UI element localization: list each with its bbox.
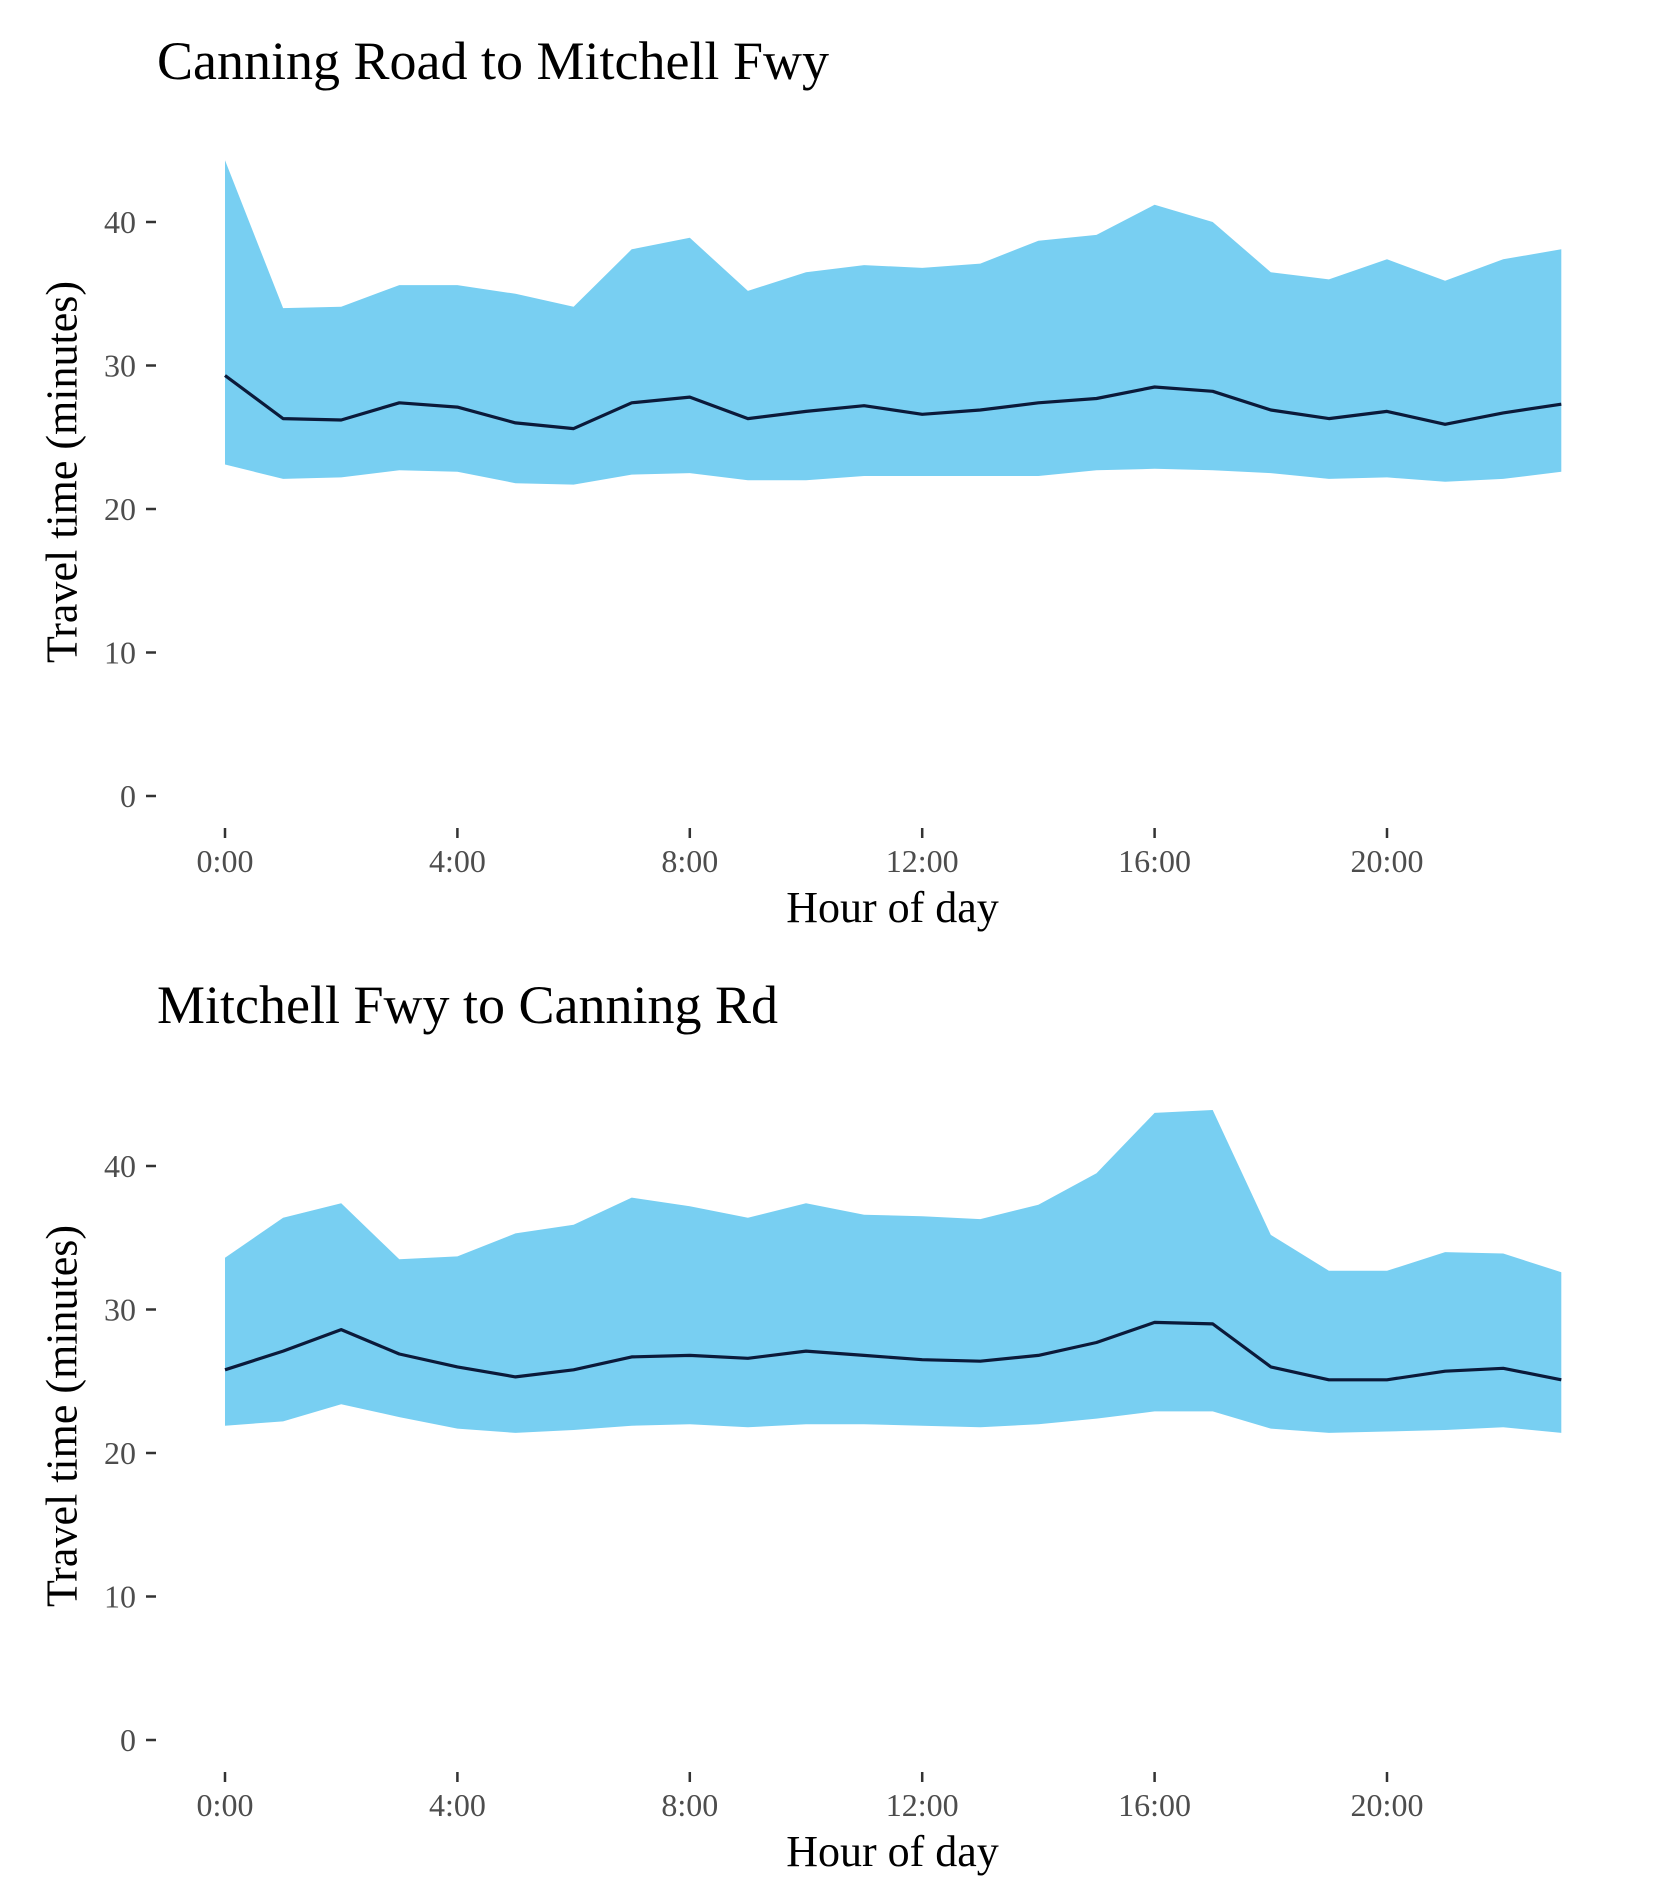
- y-tick-label: 20: [104, 491, 136, 527]
- chart-title: Mitchell Fwy to Canning Rd: [157, 975, 778, 1035]
- range-band: [225, 1110, 1562, 1433]
- x-tick-label: 0:00: [197, 1787, 254, 1823]
- x-tick-label: 4:00: [429, 1787, 486, 1823]
- x-tick-label: 0:00: [197, 843, 254, 879]
- median-line: [224, 1320, 1562, 1382]
- y-tick-label: 20: [104, 1435, 136, 1471]
- y-tick-label: 40: [104, 204, 136, 240]
- y-tick-label: 40: [104, 1148, 136, 1184]
- x-tick-label: 12:00: [886, 1787, 959, 1823]
- chart-panel-canning-to-mitchell: Canning Road to Mitchell Fwy Travel time…: [0, 0, 1653, 944]
- x-axis-label: Hour of day: [786, 883, 999, 932]
- x-tick-label: 8:00: [661, 843, 718, 879]
- x-tick-label: 16:00: [1118, 1787, 1191, 1823]
- y-tick-label: 30: [104, 1292, 136, 1328]
- y-tick-label: 30: [104, 348, 136, 384]
- x-tick-label: 16:00: [1118, 843, 1191, 879]
- x-tick-label: 12:00: [886, 843, 959, 879]
- chart-title: Canning Road to Mitchell Fwy: [157, 31, 829, 91]
- x-axis-label: Hour of day: [786, 1827, 999, 1876]
- plot-area: 0 10 20 30 40 0:00 4:00 8:00 12:00 16:00 20:00: [104, 160, 1562, 879]
- median-line: [224, 374, 1562, 431]
- y-tick-label: 10: [104, 1579, 136, 1615]
- plot-area: 0 10 20 30 40 0:00 4:00 8:00 12:00 16:00 20:00: [104, 1110, 1562, 1823]
- x-tick-label: 20:00: [1351, 843, 1424, 879]
- y-tick-label: 10: [104, 635, 136, 671]
- y-tick-label: 0: [120, 1722, 136, 1758]
- y-tick-label: 0: [120, 778, 136, 814]
- range-band: [225, 160, 1562, 485]
- x-tick-label: 8:00: [661, 1787, 718, 1823]
- x-tick-label: 4:00: [429, 843, 486, 879]
- chart-panel-mitchell-to-canning: Mitchell Fwy to Canning Rd Travel time (…: [0, 944, 1653, 1889]
- x-tick-label: 20:00: [1351, 1787, 1424, 1823]
